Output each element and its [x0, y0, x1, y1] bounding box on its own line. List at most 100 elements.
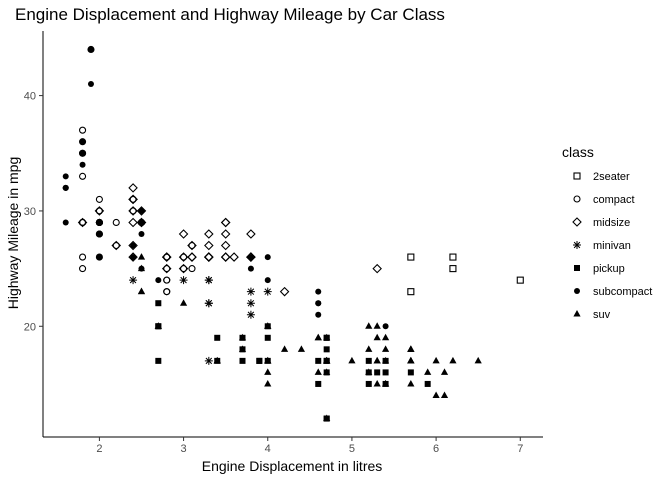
data-point-2seater — [449, 253, 457, 261]
x-tick-label: 6 — [433, 443, 439, 455]
data-point-pickup — [315, 380, 322, 387]
x-tick-label: 4 — [265, 443, 271, 455]
data-point-suv — [238, 333, 247, 341]
legend-label: compact — [593, 194, 635, 206]
data-point-midsize — [128, 183, 138, 193]
legend-key-subcompact — [574, 288, 580, 294]
x-axis-title: Engine Displacement in litres — [202, 458, 383, 474]
chart-title: Engine Displacement and Highway Mileage … — [15, 5, 445, 24]
data-point-suv — [264, 379, 272, 387]
y-axis-ticks: 20 30 40 — [24, 91, 43, 333]
data-point-suv — [137, 287, 146, 295]
data-point-suv — [314, 368, 322, 375]
data-point-pickup — [382, 369, 389, 376]
legend: class 2seater compact midsize minivan pickup… — [562, 144, 652, 321]
data-point-compact — [163, 288, 171, 296]
data-point-suv — [213, 356, 221, 364]
data-point-midsize — [204, 229, 214, 239]
data-point-midsize — [204, 252, 214, 262]
data-point-midsize — [220, 229, 231, 239]
data-point-midsize — [372, 263, 382, 274]
data-point-subcompact — [62, 184, 69, 191]
y-axis-title: Highway Mileage in mpg — [5, 157, 21, 310]
data-point-midsize — [94, 206, 105, 216]
data-point-subcompact — [130, 242, 137, 249]
data-point-suv — [365, 322, 373, 329]
legend-label: midsize — [593, 217, 630, 229]
data-point-2seater — [407, 253, 415, 261]
data-point-compact — [163, 253, 171, 261]
data-point-compact — [95, 195, 103, 203]
data-point-subcompact — [62, 219, 69, 226]
data-point-subcompact — [264, 254, 271, 261]
data-point-pickup — [323, 346, 330, 353]
data-point-midsize — [187, 252, 197, 262]
legend-label: minivan — [593, 240, 631, 252]
x-axis-ticks: 2 3 4 5 6 7 — [96, 437, 523, 455]
data-point-compact — [180, 265, 188, 273]
data-point-suv — [407, 345, 415, 352]
data-point-subcompact — [315, 311, 322, 318]
y-tick-label: 20 — [24, 321, 36, 333]
data-point-suv — [323, 333, 331, 341]
data-point-midsize — [178, 252, 189, 262]
data-point-suv — [373, 356, 381, 364]
data-point-pickup — [155, 357, 162, 364]
data-point-subcompact — [315, 300, 322, 307]
data-point-midsize — [128, 217, 138, 228]
data-point-subcompact — [130, 254, 137, 261]
data-point-subcompact — [79, 138, 86, 145]
data-point-midsize — [128, 206, 138, 216]
legend-label: suv — [593, 309, 611, 321]
legend-key-pickup — [574, 265, 580, 271]
data-point-suv — [381, 345, 390, 352]
data-point-compact — [112, 218, 120, 227]
data-point-suv — [432, 391, 440, 398]
legend-item-minivan: minivan — [573, 240, 631, 252]
data-point-subcompact — [138, 219, 145, 226]
data-point-midsize — [161, 263, 172, 274]
data-point-midsize — [220, 217, 231, 228]
data-point-subcompact — [155, 277, 162, 284]
data-point-pickup — [239, 357, 246, 364]
data-point-suv — [381, 333, 390, 341]
data-point-subcompact — [87, 81, 94, 88]
data-point-suv — [314, 333, 322, 341]
x-tick-label: 2 — [96, 443, 102, 455]
data-point-suv — [323, 356, 331, 364]
data-point-2seater — [449, 265, 457, 273]
legend-key-2seater — [573, 172, 581, 180]
data-point-midsize — [220, 252, 231, 262]
data-point-compact — [112, 241, 120, 250]
data-point-suv — [264, 322, 272, 329]
data-point-suv — [264, 356, 272, 364]
data-point-midsize — [204, 252, 214, 262]
data-point-compact — [95, 207, 103, 215]
data-point-suv — [323, 368, 331, 375]
data-point-suv — [440, 391, 449, 398]
data-point-compact — [163, 265, 171, 273]
data-point-midsize — [77, 217, 88, 228]
data-point-compact — [129, 207, 137, 215]
data-point-midsize — [161, 252, 172, 262]
legend-key-compact — [573, 195, 581, 203]
data-point-minivan — [246, 310, 255, 319]
data-point-midsize — [204, 240, 214, 251]
data-point-pickup — [365, 380, 372, 387]
data-point-midsize — [187, 252, 197, 262]
data-point-midsize — [204, 252, 214, 262]
data-point-midsize — [220, 252, 231, 262]
y-tick-label: 40 — [24, 91, 36, 103]
data-point-subcompact — [247, 254, 254, 261]
data-point-compact — [188, 241, 196, 250]
data-point-suv — [137, 264, 146, 272]
data-point-suv — [474, 356, 482, 364]
legend-key-minivan — [573, 241, 581, 249]
legend-label: subcompact — [593, 286, 652, 298]
data-point-pickup — [374, 369, 381, 376]
data-point-midsize — [204, 252, 214, 262]
data-point-minivan — [204, 276, 213, 285]
data-point-subcompact — [87, 46, 94, 53]
data-point-suv — [424, 368, 432, 375]
data-point-suv — [373, 379, 381, 387]
